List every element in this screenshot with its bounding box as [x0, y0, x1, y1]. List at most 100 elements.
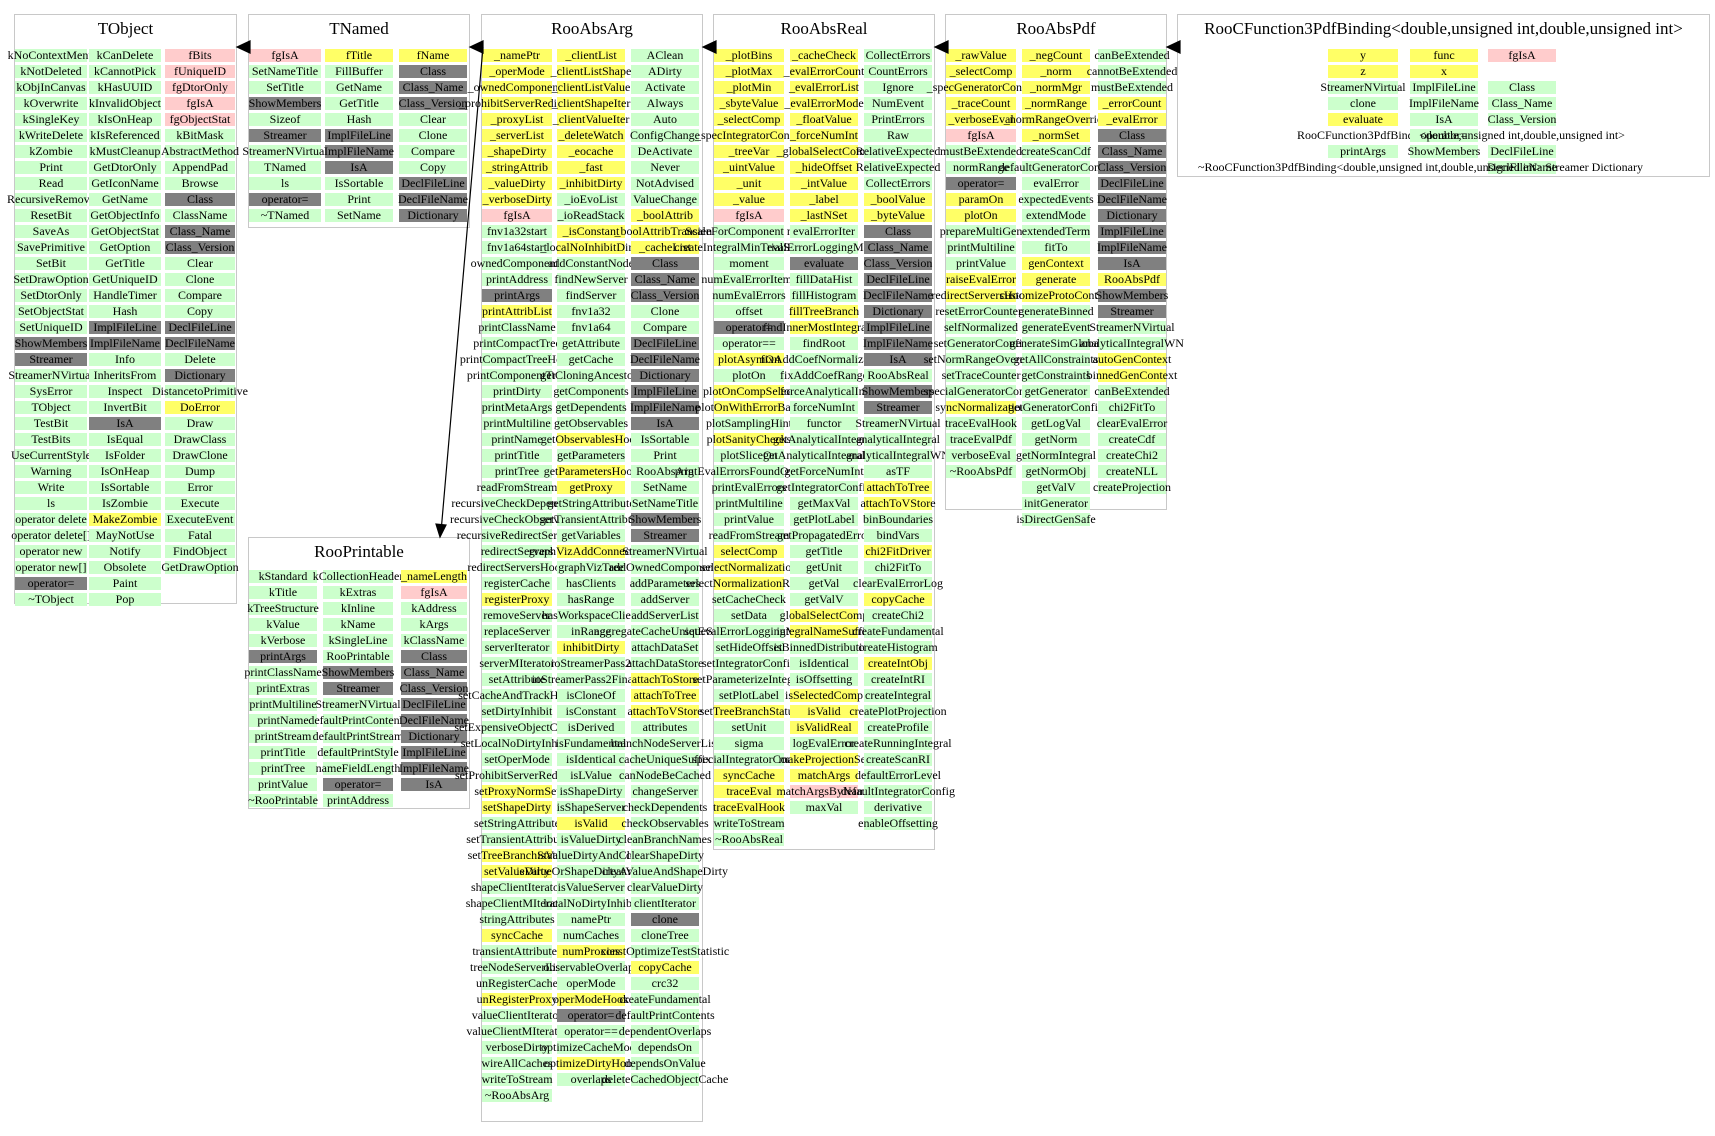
member-label: setPlotLabel [719, 688, 779, 702]
member-3-0-34: registerProxy [482, 593, 552, 606]
member-0-1-32: Obsolete [89, 561, 161, 574]
member-0-2-16: Copy [165, 305, 235, 318]
member-3-2-29: ShowMembers [629, 513, 701, 526]
member-3-2-60: defaultPrintContents [615, 1009, 715, 1022]
member-4-1-26: getForceNumInt [784, 465, 864, 478]
member-label: changeServer [632, 784, 698, 798]
member-label: _value [733, 192, 765, 206]
member-4-2-43: createRunningIntegral [844, 737, 952, 750]
member-label: _normMgr [1030, 80, 1082, 94]
member-label: Class_Name [1101, 144, 1163, 158]
member-5-1-9: expectedEvents [1018, 193, 1094, 206]
member-label: bindVars [876, 528, 920, 542]
member-5-0-26: ~RooAbsPdf [946, 465, 1016, 478]
member-label: Raw [887, 128, 909, 142]
member-2-2-9: DeclFileName [399, 714, 469, 727]
member-4-0-24: plotSanityChecks [707, 433, 791, 446]
member-label: expectedEvents [1018, 192, 1094, 206]
member-label: ImplFileLine [1412, 80, 1476, 94]
member-3-1-35: hasWorkspaceClient [542, 609, 640, 622]
member-label: setValueDirty [484, 864, 550, 878]
member-4-0-25: plotSliceOn [714, 449, 784, 462]
member-label: selectNormalization [700, 560, 798, 574]
member-2-1-1: kExtras [323, 586, 393, 599]
member-label: syncNormalization [935, 400, 1027, 414]
member-3-1-52: isValueServer [557, 881, 625, 894]
member-label: _clientListShape [550, 64, 632, 78]
member-4-2-3: NumEvent [864, 97, 932, 110]
member-label: clearValueDirty [627, 880, 703, 894]
member-0-1-17: ImplFileLine [89, 321, 161, 334]
member-4-0-19: plotAsymOn [714, 353, 784, 366]
member-label: Class [1508, 80, 1535, 94]
member-label: clearEvalErrorLog [853, 576, 943, 590]
member-label: _prohibitServerRedirect [459, 96, 575, 110]
member-4-1-25: getAnalyticalIntegralWN [763, 449, 885, 462]
class-extra-members: ~RooCFunction3PdfBinding<double,unsigned… [1198, 160, 1643, 174]
member-label: _boolAttribTransient [614, 224, 716, 238]
member-4-0-41: setTreeBranchStatus [700, 705, 798, 718]
member-label: ShowMembers [321, 665, 395, 679]
member-label: createIntegral [865, 688, 931, 702]
member-5-2-23: clearEvalError [1097, 417, 1167, 430]
member-1-2-7: Copy [399, 161, 467, 174]
member-3-0-65: ~RooAbsArg [482, 1089, 552, 1102]
member-label: GetDrawOption [161, 560, 239, 574]
member-label: _verboseEval [948, 112, 1014, 126]
member-3-1-8: _inhibitDirty [557, 177, 625, 190]
member-3-2-13: Class [631, 257, 699, 270]
member-1-1-8: IsSortable [325, 177, 393, 190]
member-3-1-33: hasClients [557, 577, 625, 590]
member-label: kVerbose [260, 633, 306, 647]
member-label: hasClients [566, 576, 616, 590]
member-label: operMode [566, 976, 616, 990]
member-label: addConstantNode [548, 256, 634, 270]
member-1-0-0: fgIsA [249, 49, 321, 62]
member-label: getVariables [561, 528, 621, 542]
member-4-2-19: IsA [864, 353, 932, 366]
member-label: AppendPad [172, 160, 228, 174]
member-0-0-27: Write [15, 481, 87, 494]
member-label: Sizeof [269, 112, 301, 126]
member-label: Warning [30, 464, 72, 478]
member-column: kCollectionHeader kExtras kInline kName kSin… [308, 570, 408, 810]
member-label: plotOnWithErrorBand [695, 400, 803, 414]
member-label: removeServer [483, 608, 551, 622]
member-label: _rawValue [955, 48, 1007, 62]
member-label: _specIntegratorConfig [695, 128, 803, 142]
member-label: RelativeExpected [855, 160, 941, 174]
member-5-1-13: genContext [1022, 257, 1090, 270]
member-3-0-24: printName [482, 433, 552, 446]
member-label: operator= [261, 192, 309, 206]
member-5-2-9: DeclFileName [1097, 193, 1167, 206]
member-6-1-3: ImplFileName [1409, 97, 1479, 110]
member-label: RooAbsReal [867, 368, 929, 382]
member-3-1-23: getObservables [554, 417, 628, 430]
member-3-1-51: isValueOrShapeDirtyAndClear [516, 865, 666, 878]
member-3-2-18: DeclFileLine [631, 337, 699, 350]
class-box-tobject: TObject kNoContextMenu kNotDeleted kObjInC… [7, 14, 248, 606]
member-3-2-4: Auto [631, 113, 699, 126]
member-label: ownedComponents [470, 256, 564, 270]
member-5-2-5: Class [1098, 129, 1166, 142]
member-label: plotSliceOn [720, 448, 778, 462]
member-3-2-16: Clone [631, 305, 699, 318]
member-4-1-45: matchArgs [790, 769, 858, 782]
member-label: fillDataHist [795, 272, 853, 286]
member-4-1-23: functor [790, 417, 858, 430]
member-3-2-63: dependsOnValue [624, 1057, 706, 1070]
member-3-1-6: _eocache [557, 145, 625, 158]
member-label: IsA [350, 160, 368, 174]
member-label: makeProjectionSet [778, 752, 870, 766]
member-4-1-35: globalSelectComp [780, 609, 868, 622]
member-2-1-11: defaultPrintStyle [317, 746, 399, 759]
member-label: traceEvalHook [945, 416, 1017, 430]
member-5-1-1: _norm [1022, 65, 1090, 78]
member-3-1-11: _isConstant [557, 225, 625, 238]
member-6-0-4: evaluate [1328, 113, 1398, 126]
member-3-1-53: localNoDirtyInhibit [543, 897, 639, 910]
member-3-1-7: _fast [557, 161, 625, 174]
member-3-0-43: setLocalNoDirtyInhibit [461, 737, 573, 750]
member-6-0-1: z [1328, 65, 1398, 78]
member-3-2-20: Dictionary [631, 369, 699, 382]
